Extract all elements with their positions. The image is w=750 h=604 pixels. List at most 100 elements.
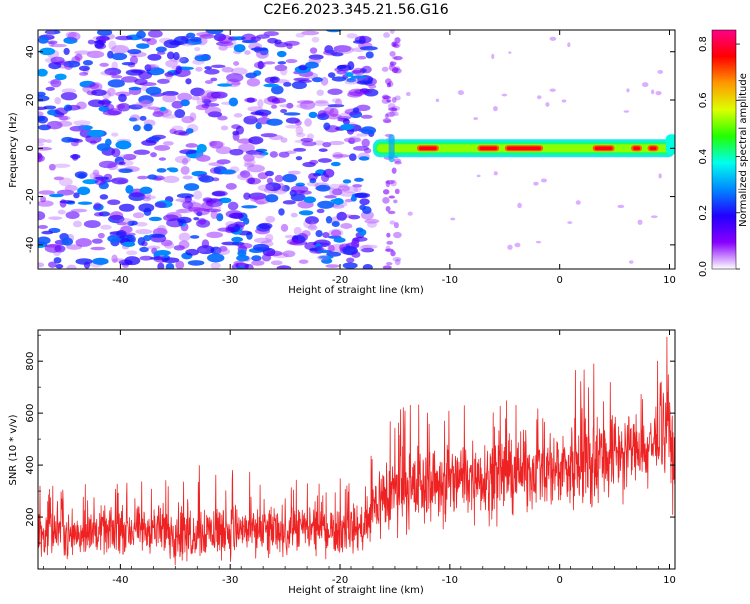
noise-blob <box>351 251 361 258</box>
noise-dot <box>493 171 498 176</box>
noise-blob <box>284 234 294 239</box>
noise-blob <box>201 201 214 211</box>
noise-blob <box>182 200 194 210</box>
noise-blob <box>93 212 104 217</box>
noise-blob <box>183 183 200 191</box>
noise-blob <box>212 92 226 98</box>
noise-blob <box>92 257 109 265</box>
noise-dot <box>507 244 513 250</box>
noise-blob <box>342 118 350 125</box>
snr-xtick-label: -20 <box>332 575 348 586</box>
noise-blob <box>128 87 142 91</box>
noise-blob <box>75 258 93 265</box>
noise-dot <box>641 82 649 88</box>
noise-blob <box>352 184 363 188</box>
noise-blob <box>91 238 103 244</box>
noise-blob <box>361 244 378 249</box>
noise-blob <box>205 30 224 35</box>
noise-blob <box>344 198 353 203</box>
noise-blob <box>382 265 392 269</box>
noise-blob <box>109 211 124 221</box>
noise-blob <box>227 201 239 211</box>
noise-blob <box>107 234 120 243</box>
noise-blob <box>327 72 336 79</box>
noise-blob <box>244 50 251 55</box>
noise-blob <box>225 183 237 190</box>
noise-blob <box>47 40 58 45</box>
noise-blob <box>181 157 189 165</box>
noise-blob <box>73 192 80 199</box>
noise-blob <box>294 120 302 126</box>
noise-blob <box>147 245 161 250</box>
noise-dot <box>549 88 556 92</box>
noise-blob <box>45 86 55 91</box>
noise-blob <box>90 246 106 251</box>
noise-blob <box>325 170 335 176</box>
noise-blob <box>59 200 75 204</box>
noise-blob <box>137 175 149 180</box>
noise-blob <box>313 140 325 146</box>
noise-blob <box>216 159 231 165</box>
noise-blob <box>285 124 302 129</box>
noise-blob <box>96 30 113 36</box>
noise-blob <box>216 213 224 222</box>
noise-blob <box>290 212 298 218</box>
noise-blob <box>261 253 272 262</box>
noise-blob <box>107 87 116 97</box>
noise-blob <box>138 71 152 80</box>
noise-dot <box>517 202 522 209</box>
noise-blob <box>276 265 292 269</box>
noise-blob <box>118 168 133 174</box>
noise-blob <box>296 100 314 104</box>
noise-blob <box>390 179 397 187</box>
noise-blob <box>315 184 331 192</box>
noise-blob <box>300 137 314 143</box>
noise-blob <box>165 262 175 269</box>
noise-dot <box>658 173 662 179</box>
noise-blob <box>335 98 343 107</box>
noise-blob <box>387 210 396 215</box>
noise-blob <box>174 155 191 164</box>
colorbar-label: Normalized spectral amplitude <box>738 73 749 227</box>
noise-blob <box>159 106 167 112</box>
noise-dot <box>655 91 662 96</box>
noise-blob <box>178 240 190 249</box>
noise-blob <box>336 211 348 221</box>
noise-blob <box>173 130 187 136</box>
noise-blob <box>327 104 345 108</box>
noise-blob <box>353 40 366 44</box>
noise-blob <box>308 172 318 181</box>
noise-blob <box>204 80 213 84</box>
noise-blob <box>229 148 244 156</box>
colorbar-frame <box>711 29 737 270</box>
noise-blob <box>204 102 220 107</box>
noise-blob <box>173 245 185 251</box>
noise-blob <box>128 117 138 122</box>
noise-blob <box>307 224 318 231</box>
noise-blob <box>361 138 370 148</box>
noise-blob <box>94 40 105 49</box>
noise-blob <box>163 39 180 49</box>
noise-dot <box>501 93 508 97</box>
noise-blob <box>161 257 180 264</box>
noise-blob <box>230 81 241 86</box>
noise-blob <box>175 198 192 203</box>
noise-blob <box>87 39 95 45</box>
noise-blob <box>119 217 133 226</box>
noise-blob <box>209 140 224 149</box>
noise-dot <box>626 88 630 93</box>
noise-blob <box>239 170 251 179</box>
noise-blob <box>179 71 192 76</box>
noise-blob <box>295 32 306 38</box>
noise-blob <box>317 158 332 163</box>
noise-blob <box>243 162 255 168</box>
noise-dot <box>549 36 557 41</box>
spectrogram-panel: -40 -30 -20 -10 0 10 -40 -20 0 20 40 Height of str… <box>8 29 676 296</box>
noise-dot <box>545 102 550 107</box>
noise-blob <box>118 161 126 166</box>
noise-blob <box>306 133 314 140</box>
noise-blob <box>236 254 250 262</box>
noise-blob <box>147 106 161 110</box>
colorbar-tick-label: 0.6 <box>698 92 709 108</box>
noise-dot <box>561 99 567 103</box>
